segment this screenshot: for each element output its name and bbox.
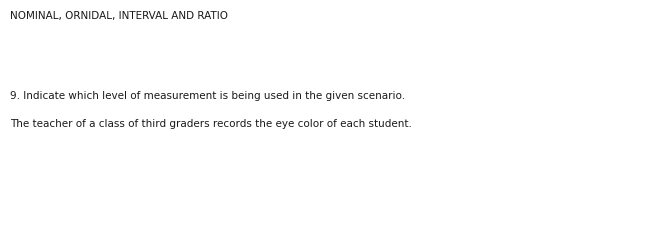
Text: The teacher of a class of third graders records the eye color of each student.: The teacher of a class of third graders … xyxy=(10,119,411,129)
Text: NOMINAL, ORNIDAL, INTERVAL AND RATIO: NOMINAL, ORNIDAL, INTERVAL AND RATIO xyxy=(10,11,228,21)
Text: 9. Indicate which level of measurement is being used in the given scenario.: 9. Indicate which level of measurement i… xyxy=(10,91,405,101)
